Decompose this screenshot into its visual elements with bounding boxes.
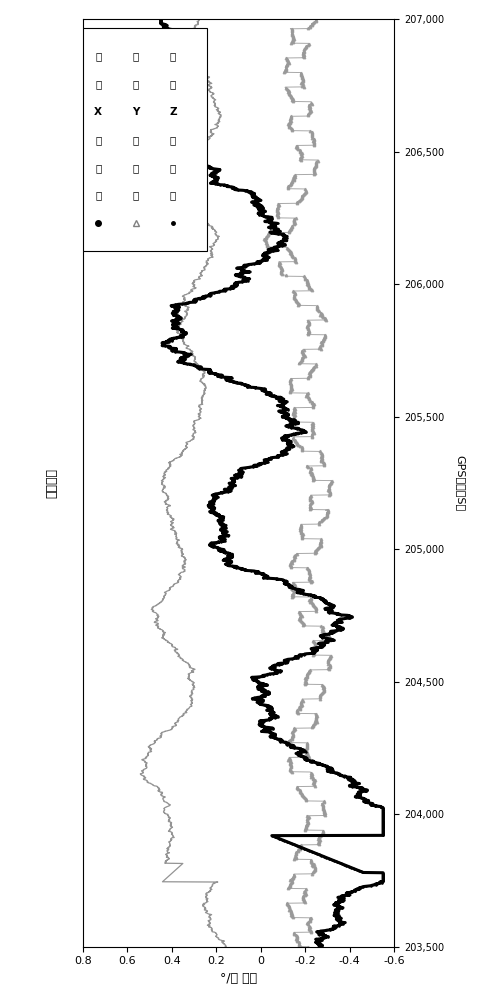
Text: 螺: 螺 xyxy=(170,79,176,89)
Text: 螺: 螺 xyxy=(95,79,101,89)
Text: 陀螺零偏: 陀螺零偏 xyxy=(45,468,58,498)
Text: 零: 零 xyxy=(170,163,176,173)
Text: 零: 零 xyxy=(95,163,101,173)
Text: 陀: 陀 xyxy=(132,51,139,61)
Text: 轴: 轴 xyxy=(170,135,176,145)
Text: Z: Z xyxy=(169,107,177,117)
Text: X: X xyxy=(94,107,102,117)
Y-axis label: GPS周秒（S）: GPS周秒（S） xyxy=(455,455,465,511)
Text: 偏: 偏 xyxy=(132,191,139,201)
Text: 偏: 偏 xyxy=(95,191,101,201)
FancyBboxPatch shape xyxy=(83,28,207,251)
Text: 轴: 轴 xyxy=(95,135,101,145)
X-axis label: °/。 偏差: °/。 偏差 xyxy=(220,972,257,985)
Text: Y: Y xyxy=(132,107,139,117)
Text: 陀: 陀 xyxy=(95,51,101,61)
Text: 螺: 螺 xyxy=(132,79,139,89)
Text: 偏: 偏 xyxy=(170,191,176,201)
Text: 轴: 轴 xyxy=(132,135,139,145)
Text: 陀: 陀 xyxy=(170,51,176,61)
Text: 零: 零 xyxy=(132,163,139,173)
